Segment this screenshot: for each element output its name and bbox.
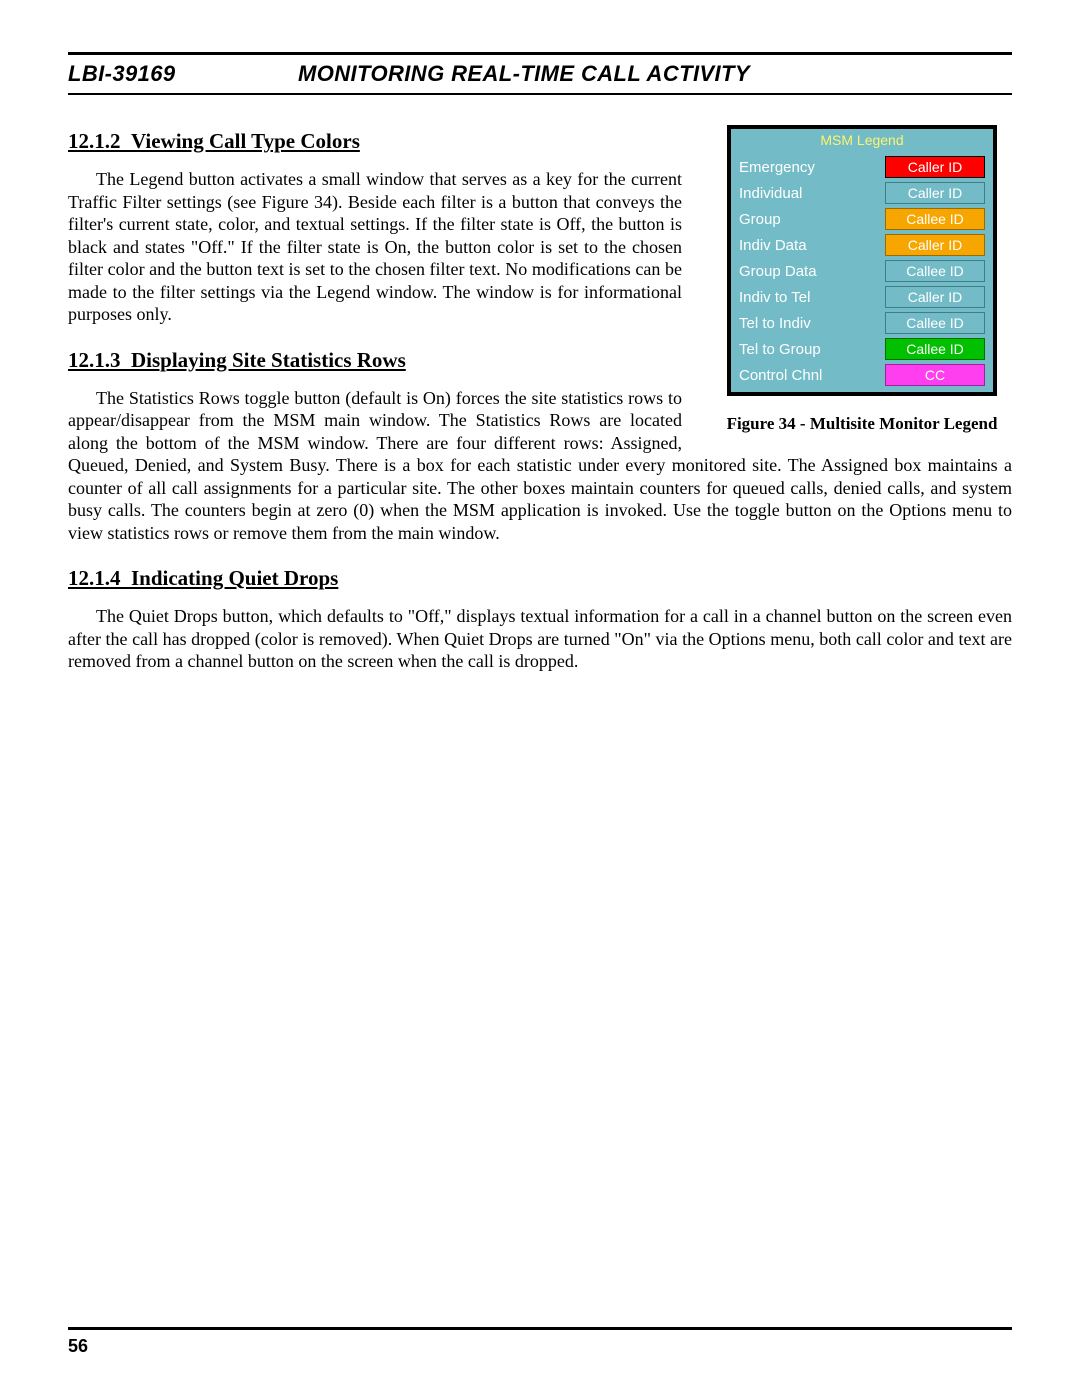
header-rule-thin (68, 93, 1012, 95)
section-number: 12.1.2 (68, 129, 121, 153)
section-title: Viewing Call Type Colors (131, 129, 360, 153)
msm-legend-window: MSM Legend Emergency Caller ID Individual C… (727, 125, 997, 396)
legend-filter-button[interactable]: CC (885, 364, 985, 386)
legend-filter-button[interactable]: Callee ID (885, 338, 985, 360)
section-heading: 12.1.4 Indicating Quiet Drops (68, 566, 1012, 591)
msm-legend-title: MSM Legend (731, 129, 993, 150)
msm-legend-body: EmergencyCaller IDIndividualCaller IDGro… (731, 150, 993, 392)
doc-id: LBI-39169 (68, 61, 278, 87)
figure-34: MSM Legend Emergency Caller ID Individual C… (712, 125, 1012, 434)
section-body: The Quiet Drops button, which defaults t… (68, 605, 1012, 673)
running-head: LBI-39169 MONITORING REAL-TIME CALL ACTI… (68, 61, 1012, 87)
page: LBI-39169 MONITORING REAL-TIME CALL ACTI… (0, 0, 1080, 1397)
legend-row: Tel to Group Callee ID (735, 336, 989, 362)
section-number: 12.1.4 (68, 566, 121, 590)
legend-label: Individual (739, 185, 802, 202)
legend-filter-button[interactable]: Callee ID (885, 260, 985, 282)
legend-label: Indiv Data (739, 237, 807, 254)
legend-label: Tel to Indiv (739, 315, 811, 332)
legend-label: Group Data (739, 263, 817, 280)
legend-row: Individual Caller ID (735, 180, 989, 206)
content-area: MSM Legend Emergency Caller ID Individual C… (68, 125, 1012, 695)
legend-label: Tel to Group (739, 341, 821, 358)
legend-label: Indiv to Tel (739, 289, 810, 306)
legend-row: Group Data Callee ID (735, 258, 989, 284)
legend-row: Control Chnl CC (735, 362, 989, 388)
section-title: Indicating Quiet Drops (131, 566, 338, 590)
legend-row: Tel to Indiv Callee ID (735, 310, 989, 336)
section-number: 12.1.3 (68, 348, 121, 372)
legend-row: Indiv Data Caller ID (735, 232, 989, 258)
footer-rule (68, 1327, 1012, 1330)
legend-filter-button[interactable]: Callee ID (885, 208, 985, 230)
legend-filter-button[interactable]: Callee ID (885, 312, 985, 334)
legend-label: Group (739, 211, 781, 228)
legend-label: Emergency (739, 159, 815, 176)
legend-row: Indiv to Tel Caller ID (735, 284, 989, 310)
legend-filter-button[interactable]: Caller ID (885, 286, 985, 308)
header-rule-thick (68, 52, 1012, 55)
legend-row: Group Callee ID (735, 206, 989, 232)
legend-filter-button[interactable]: Caller ID (885, 156, 985, 178)
section-title: Displaying Site Statistics Rows (131, 348, 406, 372)
legend-filter-button[interactable]: Caller ID (885, 234, 985, 256)
page-number: 56 (68, 1336, 1012, 1357)
legend-filter-button[interactable]: Caller ID (885, 182, 985, 204)
footer: 56 (68, 1327, 1012, 1357)
legend-label: Control Chnl (739, 367, 822, 384)
figure-caption: Figure 34 - Multisite Monitor Legend (712, 414, 1012, 434)
doc-section-title: MONITORING REAL-TIME CALL ACTIVITY (278, 61, 1012, 87)
legend-row: Emergency Caller ID (735, 154, 989, 180)
